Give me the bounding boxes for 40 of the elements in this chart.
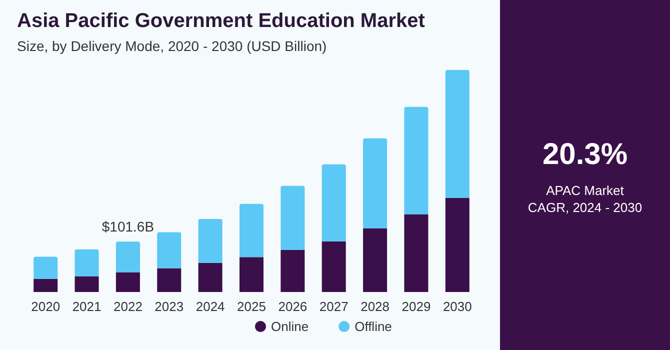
bar bbox=[198, 218, 222, 263]
bar bbox=[280, 186, 305, 250]
bar bbox=[445, 198, 470, 292]
bar bbox=[74, 249, 99, 276]
legend-label: Offline bbox=[354, 319, 392, 334]
x-tick-label: 2030 bbox=[442, 299, 472, 314]
x-tick-label: 2029 bbox=[402, 299, 431, 314]
bar bbox=[363, 228, 388, 292]
bar bbox=[34, 278, 58, 292]
bar bbox=[280, 250, 305, 292]
x-tick-label: 2021 bbox=[72, 299, 102, 314]
annotation: $101.6B bbox=[102, 218, 154, 235]
bar bbox=[322, 164, 346, 242]
bar bbox=[34, 256, 58, 279]
bar bbox=[240, 257, 264, 292]
legend-label: Online bbox=[271, 319, 309, 334]
text: 20.3% bbox=[541, 138, 629, 172]
bar bbox=[404, 106, 428, 214]
x-tick-label: 2027 bbox=[319, 299, 348, 314]
x-tick-label: 2025 bbox=[237, 299, 266, 314]
bar bbox=[445, 70, 470, 198]
bar bbox=[157, 232, 182, 268]
chart-title: Asia Pacific Government Education Market bbox=[17, 10, 426, 32]
bar bbox=[157, 268, 182, 292]
text: APAC Market CAGR, 2024 - 2030 bbox=[526, 182, 644, 216]
bar bbox=[74, 276, 99, 292]
bar bbox=[116, 272, 140, 292]
x-tick-label: 2022 bbox=[113, 299, 142, 314]
bar bbox=[404, 214, 428, 292]
bar bbox=[322, 241, 346, 292]
x-tick-label: 2028 bbox=[360, 299, 390, 314]
chart-subtitle: Size, by Delivery Mode, 2020 - 2030 (USD Billion) bbox=[17, 38, 327, 54]
x-tick-label: 2023 bbox=[154, 299, 184, 314]
bar bbox=[198, 262, 222, 292]
x-tick-label: 2024 bbox=[196, 299, 225, 314]
bar bbox=[363, 138, 388, 228]
bar bbox=[240, 204, 264, 258]
bar bbox=[116, 242, 140, 272]
x-tick-label: 2020 bbox=[31, 299, 60, 314]
x-tick-label: 2026 bbox=[278, 299, 308, 314]
